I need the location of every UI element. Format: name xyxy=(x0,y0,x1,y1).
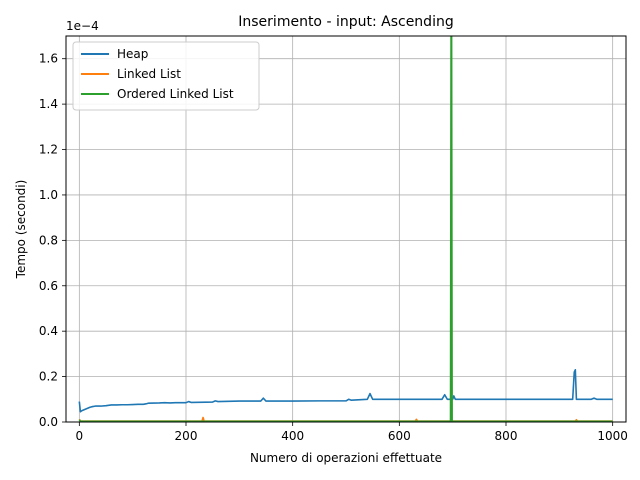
plot-frame xyxy=(65,35,627,423)
legend-label: Ordered Linked List xyxy=(117,87,234,101)
x-tick-label: 600 xyxy=(388,429,411,443)
x-tick-label: 800 xyxy=(495,429,518,443)
legend: Heap Linked List Ordered Linked List xyxy=(72,41,260,111)
y-tick-label: 0.8 xyxy=(39,233,58,247)
y-tick-label: 0.2 xyxy=(39,370,58,384)
x-tick-label: 200 xyxy=(175,429,198,443)
grid xyxy=(66,36,626,423)
y-tick-label: 1.4 xyxy=(39,97,58,111)
legend-label: Heap xyxy=(117,47,148,61)
x-tick-label: 400 xyxy=(281,429,304,443)
y-tick-label: 1.2 xyxy=(39,143,58,157)
ticks: 0 200 400 600 800 1000 0.0 0.2 0.4 0.6 0.8 1.0 1.2 1.… xyxy=(39,52,628,443)
y-tick-label: 0.4 xyxy=(39,324,58,338)
y-tick-label: 1.6 xyxy=(39,52,58,66)
legend-box xyxy=(72,41,260,111)
series-group xyxy=(78,36,613,422)
x-tick-label: 1000 xyxy=(597,429,628,443)
y-tick-label: 0.6 xyxy=(39,279,58,293)
series-line-heap xyxy=(78,368,613,413)
x-axis-title: Numero di operazioni effettuate xyxy=(250,451,442,465)
series-line-ordered-linked-list xyxy=(78,36,613,422)
y-tick-label: 1.0 xyxy=(39,188,58,202)
y-scale-offset-label: 1e−4 xyxy=(66,19,99,33)
y-tick-label: 0.0 xyxy=(39,415,58,429)
legend-label: Linked List xyxy=(117,67,181,81)
x-tick-label: 0 xyxy=(76,429,84,443)
y-axis-title: Tempo (secondi) xyxy=(14,180,28,280)
chart-title: Inserimento - input: Ascending xyxy=(238,14,453,30)
